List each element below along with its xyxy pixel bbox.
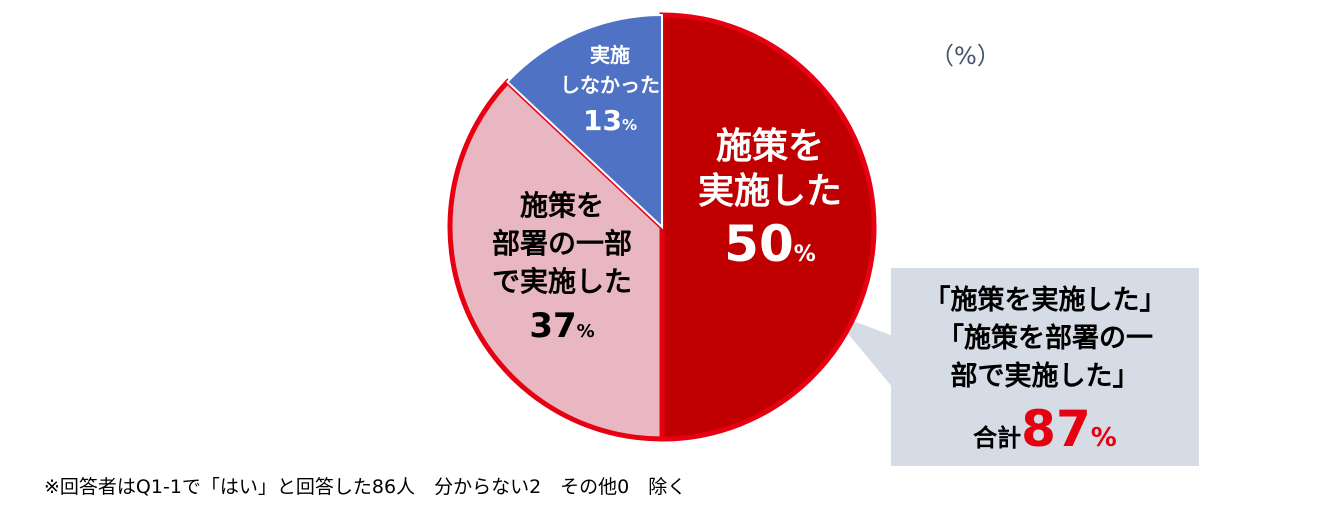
pie-slice-3-label-line-1: 実施 [590, 43, 630, 67]
callout-line-1: 「施策を実施した」 [923, 285, 1167, 316]
pie-slice-3-label-line-2: しなかった [560, 73, 660, 97]
callout-total-label: 合計 [973, 424, 1022, 452]
pie-slice-1-value: 50% [724, 215, 816, 273]
unit-label: （%） [930, 42, 1001, 70]
pie-slice-2-label-line-2: 部署の一部 [492, 227, 632, 260]
pie-slice-2 [447, 78, 665, 442]
callout-line-2: 「施策を部署の一 [937, 323, 1153, 354]
callout-total-value: 87 [1021, 400, 1091, 458]
callout-box: 「施策を実施した」 「施策を部署の一 部で実施した」 合計87% [891, 268, 1199, 466]
pie-slice-1-label-line-2: 実施した [698, 171, 842, 212]
pie-slice-1 [659, 12, 877, 442]
footnote: ※回答者はQ1-1で「はい」と回答した86人 分からない2 その他0 除く [44, 476, 687, 498]
pie-slice-3-value: 13% [583, 104, 637, 137]
callout-total-unit: % [1090, 423, 1117, 453]
pie-slice-2-label-line-1: 施策を [520, 189, 604, 222]
pie-slice-2-label-line-3: で実施した [492, 265, 632, 298]
callout-total: 合計87% [973, 400, 1117, 458]
pie-slice-1-label-line-1: 施策を [716, 126, 824, 167]
pie-slice-3 [506, 13, 663, 230]
callout-line-3: 部で実施した」 [950, 361, 1140, 392]
pie-slice-2-value: 37% [529, 306, 594, 346]
